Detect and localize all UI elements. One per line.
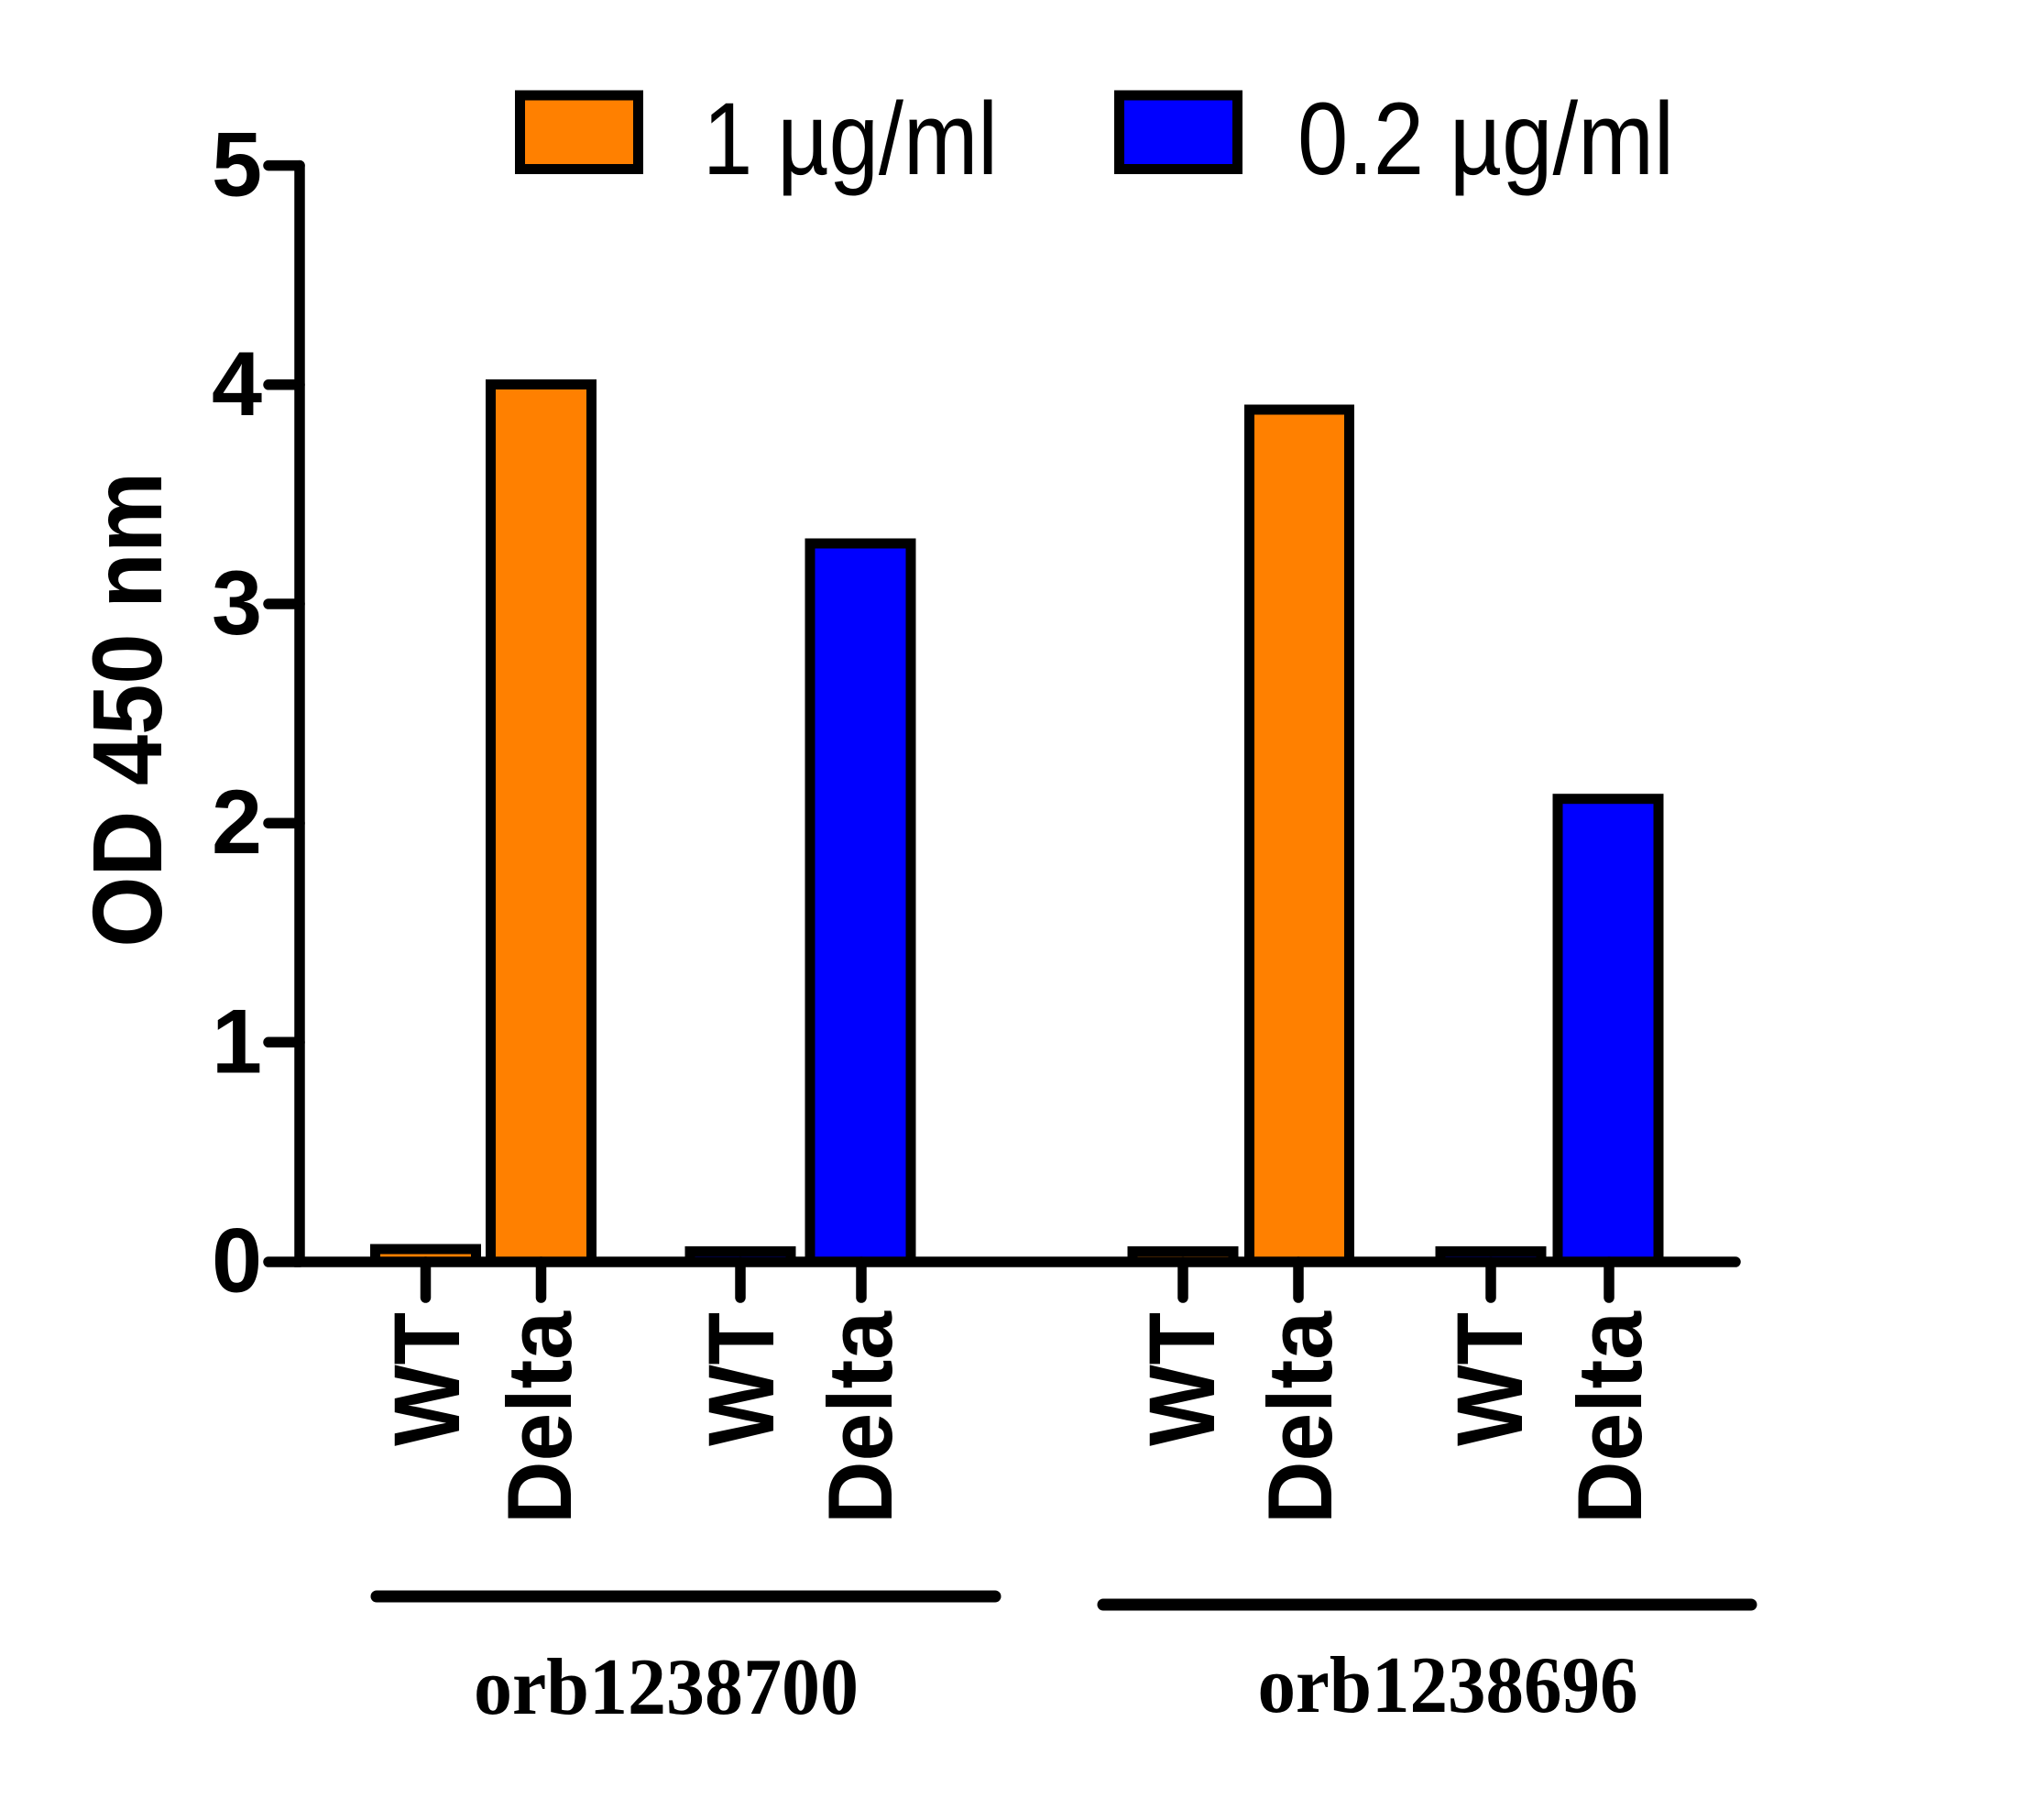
svg-text:WT: WT [1130, 1312, 1234, 1446]
svg-text:orb1238700: orb1238700 [474, 1643, 859, 1732]
svg-text:WT: WT [375, 1312, 479, 1446]
svg-text:0.2 µg/ml: 0.2 µg/ml [1297, 82, 1674, 196]
svg-text:OD 450 nm: OD 450 nm [71, 472, 182, 948]
svg-text:Delta: Delta [809, 1310, 911, 1524]
svg-text:3: 3 [212, 552, 262, 653]
svg-text:2: 2 [212, 771, 262, 872]
svg-text:1 µg/ml: 1 µg/ml [703, 82, 998, 196]
svg-text:0: 0 [212, 1210, 262, 1311]
svg-text:WT: WT [689, 1312, 794, 1446]
svg-text:WT: WT [1438, 1312, 1542, 1446]
svg-text:orb1238696: orb1238696 [1258, 1641, 1638, 1730]
svg-text:1: 1 [212, 990, 262, 1091]
svg-text:5: 5 [212, 114, 262, 215]
svg-text:4: 4 [212, 333, 262, 434]
svg-text:Delta: Delta [488, 1310, 590, 1524]
svg-text:Delta: Delta [1249, 1310, 1351, 1524]
svg-text:Delta: Delta [1559, 1310, 1660, 1524]
